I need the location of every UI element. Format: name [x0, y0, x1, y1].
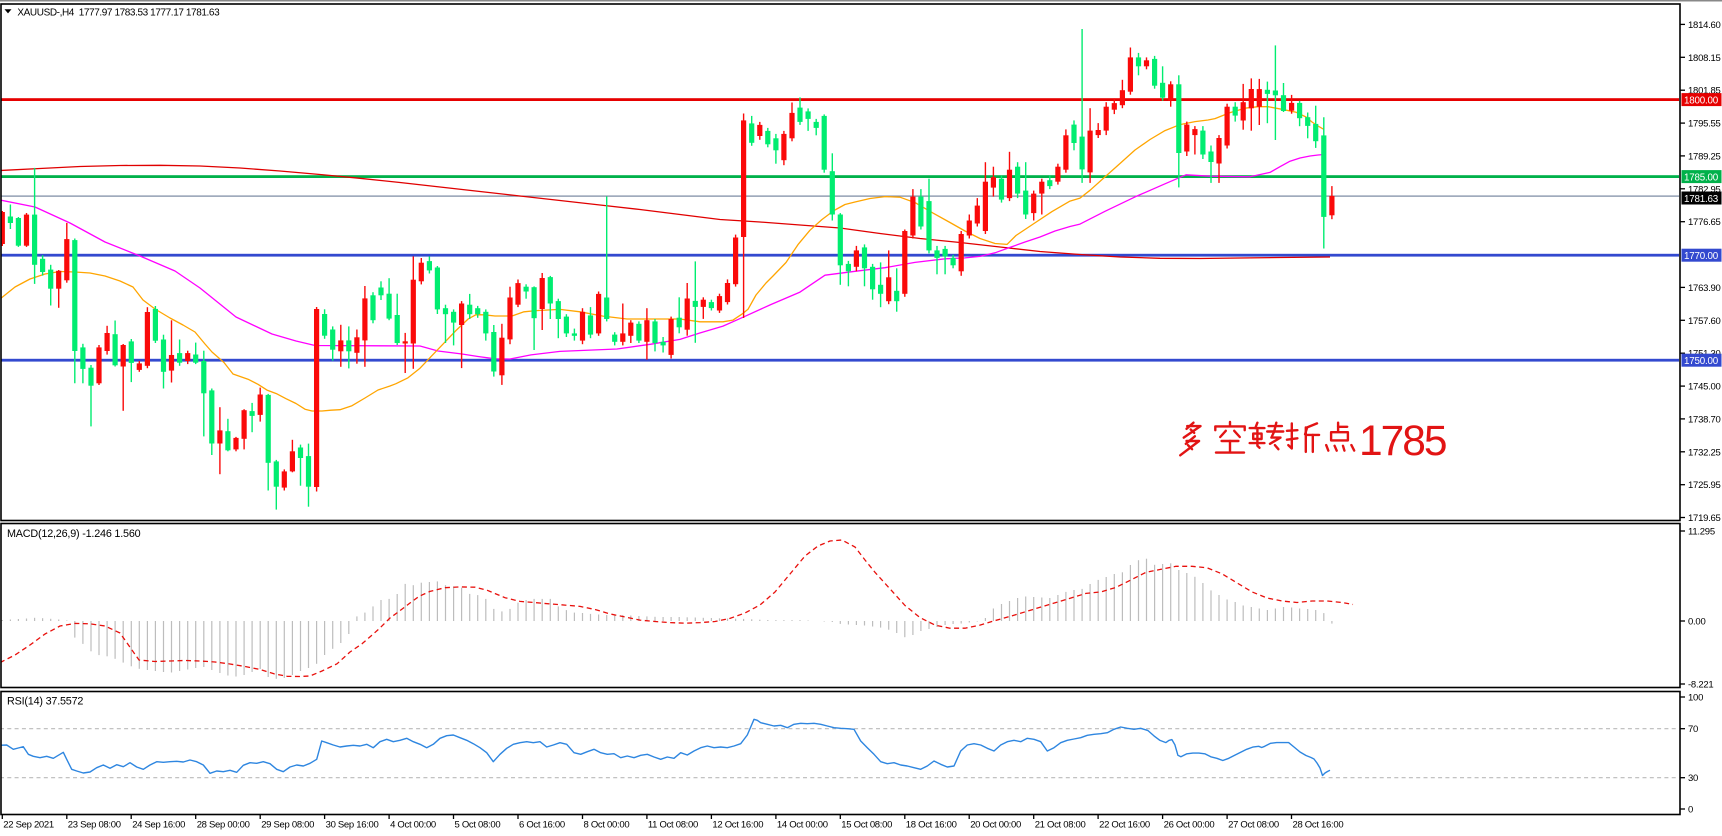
- svg-text:11.295: 11.295: [1688, 527, 1715, 538]
- svg-text:MACD(12,26,9) -1.246 1.560: MACD(12,26,9) -1.246 1.560: [7, 528, 141, 540]
- svg-text:RSI(14) 37.5572: RSI(14) 37.5572: [7, 696, 83, 708]
- svg-text:1795.55: 1795.55: [1688, 119, 1721, 130]
- svg-text:1738.70: 1738.70: [1688, 414, 1721, 425]
- svg-text:21 Oct 08:00: 21 Oct 08:00: [1035, 820, 1086, 831]
- svg-text:1789.25: 1789.25: [1688, 151, 1721, 162]
- svg-text:1719.65: 1719.65: [1688, 513, 1721, 524]
- svg-text:4 Oct 00:00: 4 Oct 00:00: [390, 820, 436, 831]
- svg-text:22 Sep 2021: 22 Sep 2021: [3, 820, 54, 831]
- svg-text:12 Oct 16:00: 12 Oct 16:00: [712, 820, 763, 831]
- svg-text:1781.63: 1781.63: [1684, 194, 1719, 205]
- svg-text:1770.00: 1770.00: [1684, 251, 1719, 262]
- svg-text:11 Oct 08:00: 11 Oct 08:00: [648, 820, 698, 831]
- svg-text:1814.60: 1814.60: [1688, 20, 1721, 31]
- svg-text:1808.15: 1808.15: [1688, 53, 1721, 64]
- svg-text:22 Oct 16:00: 22 Oct 16:00: [1099, 820, 1150, 831]
- svg-text:27 Oct 08:00: 27 Oct 08:00: [1228, 820, 1279, 831]
- svg-text:1757.60: 1757.60: [1688, 316, 1721, 327]
- svg-text:28 Sep 00:00: 28 Sep 00:00: [197, 820, 250, 831]
- svg-text:29 Sep 08:00: 29 Sep 08:00: [261, 820, 314, 831]
- svg-text:1732.25: 1732.25: [1688, 447, 1721, 458]
- svg-text:28 Oct 16:00: 28 Oct 16:00: [1293, 820, 1344, 831]
- svg-text:1763.90: 1763.90: [1688, 283, 1721, 294]
- svg-text:30: 30: [1688, 773, 1698, 784]
- svg-text:1782.95: 1782.95: [1688, 184, 1721, 195]
- svg-text:18 Oct 16:00: 18 Oct 16:00: [906, 820, 957, 831]
- svg-text:1725.95: 1725.95: [1688, 480, 1721, 491]
- svg-text:1800.00: 1800.00: [1684, 95, 1719, 106]
- svg-text:5 Oct 08:00: 5 Oct 08:00: [455, 820, 501, 831]
- svg-text:1750.00: 1750.00: [1684, 356, 1719, 367]
- svg-text:23 Sep 08:00: 23 Sep 08:00: [68, 820, 121, 831]
- svg-text:1776.65: 1776.65: [1688, 217, 1721, 228]
- svg-text:6 Oct 16:00: 6 Oct 16:00: [519, 820, 565, 831]
- svg-text:0.00: 0.00: [1688, 617, 1706, 628]
- svg-text:70: 70: [1688, 724, 1698, 735]
- svg-text:8 Oct 00:00: 8 Oct 00:00: [584, 820, 630, 831]
- svg-text:26 Oct 00:00: 26 Oct 00:00: [1164, 820, 1215, 831]
- svg-text:1745.00: 1745.00: [1688, 382, 1721, 393]
- svg-text:1785.00: 1785.00: [1684, 172, 1719, 183]
- svg-text:1801.85: 1801.85: [1688, 86, 1721, 97]
- svg-text:100: 100: [1688, 693, 1703, 704]
- svg-text:30 Sep 16:00: 30 Sep 16:00: [326, 820, 379, 831]
- svg-text:20 Oct 00:00: 20 Oct 00:00: [970, 820, 1021, 831]
- svg-text:24 Sep 16:00: 24 Sep 16:00: [132, 820, 185, 831]
- svg-text:1785: 1785: [1359, 418, 1446, 465]
- svg-text:0: 0: [1688, 805, 1693, 816]
- svg-text:15 Oct 08:00: 15 Oct 08:00: [841, 820, 892, 831]
- svg-text:XAUUSD-,H4 1777.97 1783.53 17: XAUUSD-,H4 1777.97 1783.53 1777.17 1781.…: [17, 7, 220, 18]
- svg-text:14 Oct 00:00: 14 Oct 00:00: [777, 820, 828, 831]
- svg-text:-8.221: -8.221: [1688, 680, 1713, 691]
